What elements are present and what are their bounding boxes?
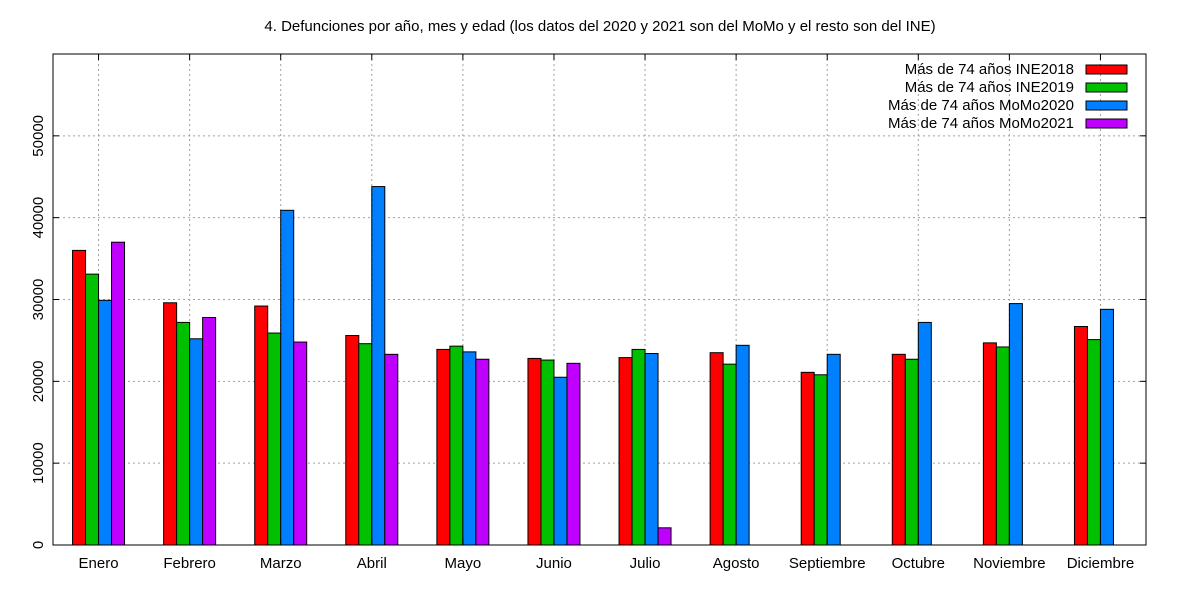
bar-3-noviembre [1008, 303, 1023, 546]
legend-swatch [1085, 100, 1128, 111]
bar-3-abril [371, 186, 386, 546]
bar-1-agosto [709, 352, 724, 546]
bar-1-octubre [891, 353, 906, 546]
bar-3-julio [644, 353, 659, 546]
legend-label: Más de 74 años MoMo2021 [888, 115, 1074, 132]
x-tick-label: Abril [357, 555, 387, 572]
bar-3-agosto [735, 344, 750, 546]
bar-1-abril [345, 335, 360, 546]
x-tick-label: Febrero [163, 555, 216, 572]
bar-4-junio [566, 362, 581, 546]
legend-label: Más de 74 años INE2018 [905, 61, 1074, 78]
x-tick-label: Septiembre [789, 555, 866, 572]
bar-1-febrero [163, 302, 178, 546]
bar-2-abril [358, 343, 373, 546]
bar-2-octubre [904, 358, 919, 546]
bar-3-febrero [189, 338, 204, 546]
bar-1-julio [618, 357, 633, 546]
x-tick-label: Marzo [260, 555, 302, 572]
bar-1-marzo [254, 305, 269, 546]
bar-1-septiembre [800, 371, 815, 546]
bar-3-mayo [462, 351, 477, 546]
bar-2-enero [85, 273, 100, 546]
bar-3-marzo [280, 209, 295, 546]
bar-1-noviembre [982, 342, 997, 546]
bar-4-enero [111, 241, 126, 546]
y-tick-label: 0 [30, 541, 47, 549]
y-tick-label: 10000 [30, 442, 47, 484]
bar-2-junio [540, 359, 555, 546]
chart-title: 4. Defunciones por año, mes y edad (los … [264, 18, 935, 35]
x-tick-label: Agosto [713, 555, 760, 572]
bar-1-enero [72, 249, 87, 546]
x-tick-label: Junio [536, 555, 572, 572]
bar-1-junio [527, 357, 542, 546]
x-tick-label: Enero [79, 555, 119, 572]
y-tick-label: 40000 [30, 197, 47, 239]
x-tick-label: Noviembre [973, 555, 1046, 572]
bar-2-diciembre [1086, 339, 1101, 546]
bar-2-noviembre [995, 346, 1010, 546]
bar-3-diciembre [1099, 308, 1114, 546]
y-tick-label: 20000 [30, 360, 47, 402]
bars [72, 186, 1114, 546]
bar-2-febrero [176, 321, 191, 546]
bar-4-mayo [475, 358, 490, 546]
y-tick-label: 50000 [30, 115, 47, 157]
bar-3-octubre [917, 321, 932, 546]
legend-swatch [1085, 64, 1128, 75]
bar-2-septiembre [813, 374, 828, 546]
bar-2-mayo [449, 345, 464, 546]
bar-2-agosto [722, 363, 737, 546]
bar-4-abril [384, 353, 399, 546]
bar-4-febrero [202, 317, 217, 546]
x-tick-label: Octubre [892, 555, 945, 572]
axis-ticks: 0 10000 20000 30000 40000 50000 Enero Febrero Ma… [30, 54, 1146, 572]
legend-swatch [1085, 82, 1128, 93]
bar-2-julio [631, 348, 646, 546]
bar-3-enero [98, 299, 113, 546]
y-tick-label: 30000 [30, 279, 47, 321]
bar-2-marzo [267, 332, 282, 546]
x-tick-label: Mayo [445, 555, 482, 572]
legend-label: Más de 74 años MoMo2020 [888, 97, 1074, 114]
bar-4-marzo [293, 341, 308, 546]
bar-1-diciembre [1073, 326, 1088, 546]
x-tick-label: Julio [630, 555, 661, 572]
x-tick-label: Diciembre [1067, 555, 1135, 572]
legend-label: Más de 74 años INE2019 [905, 79, 1074, 96]
bar-3-septiembre [826, 353, 841, 546]
bar-4-julio [657, 527, 672, 546]
bar-3-junio [553, 376, 568, 546]
bar-1-mayo [436, 348, 451, 546]
legend-swatch [1085, 118, 1128, 129]
